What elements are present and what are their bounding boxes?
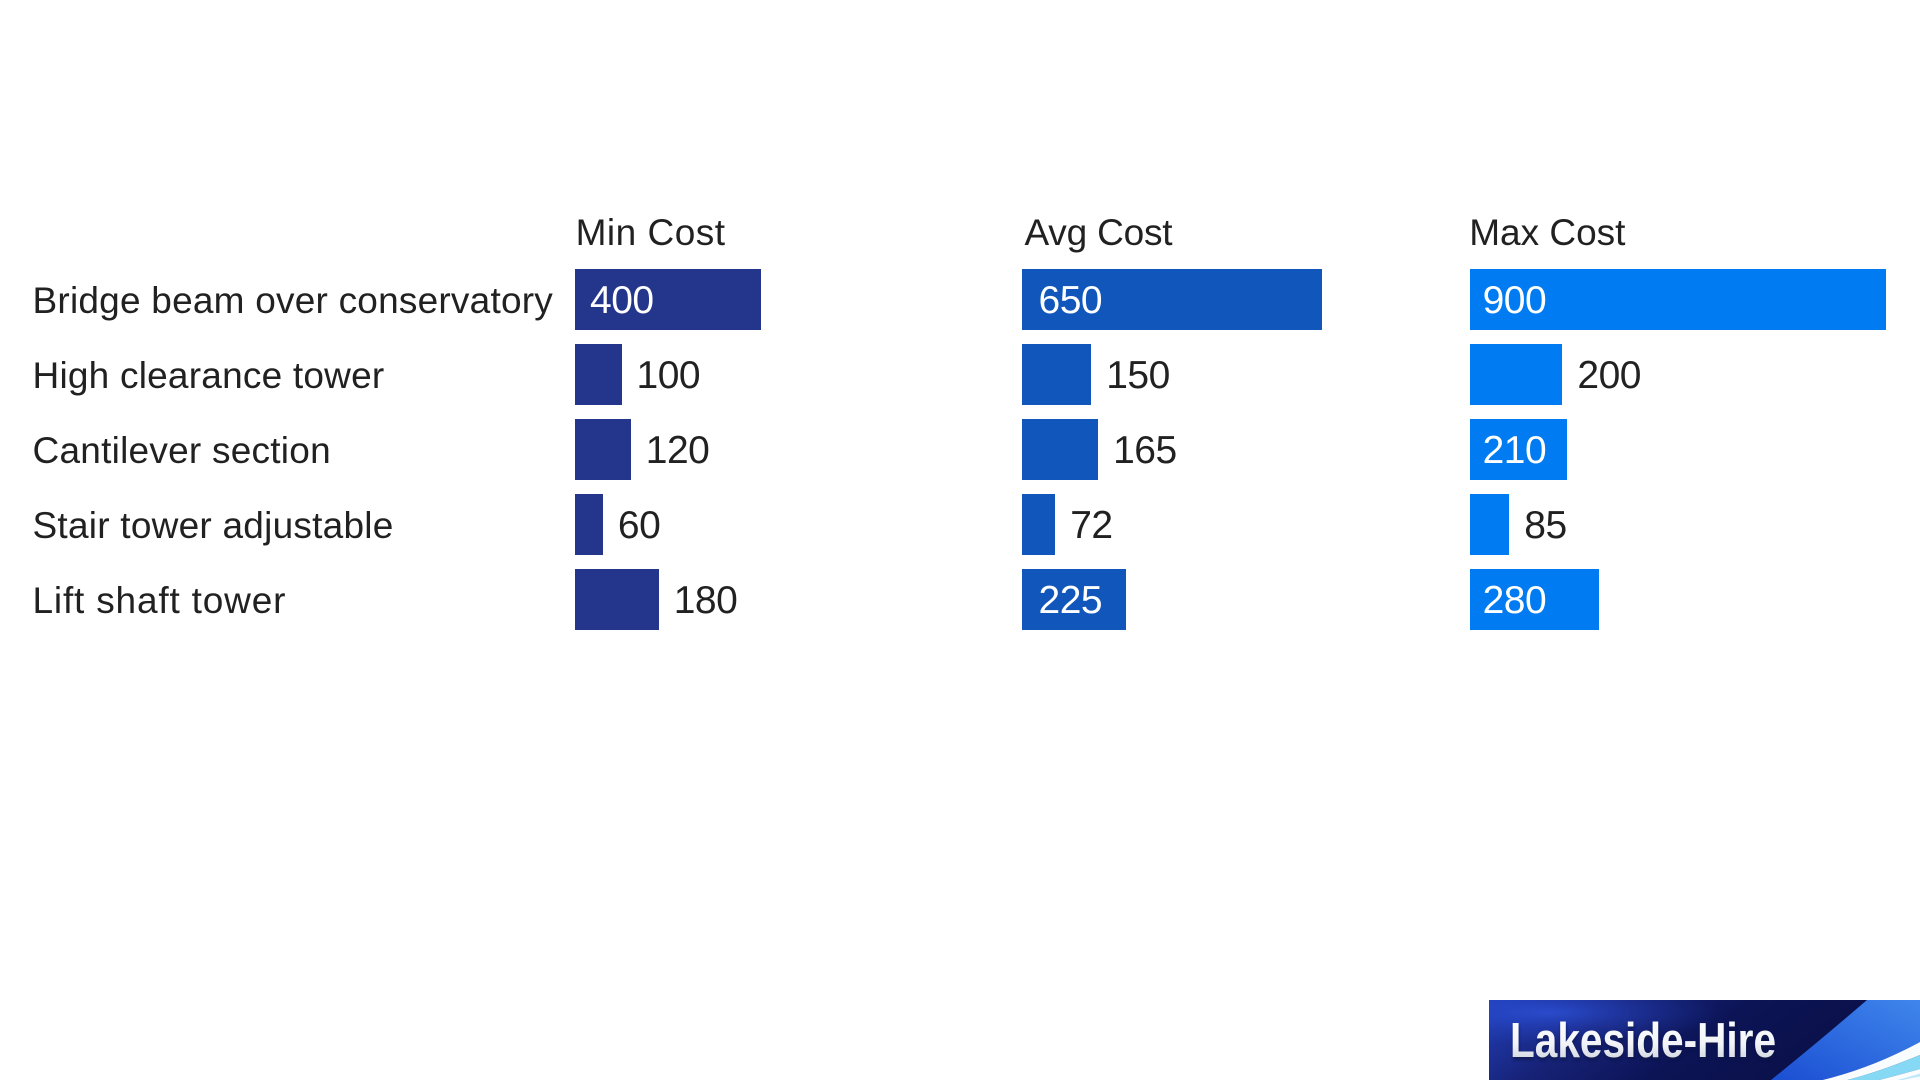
svg-text:Lakeside-Hire: Lakeside-Hire [1511, 1017, 1777, 1071]
svg-text:Lakeside-Hire: Lakeside-Hire [1510, 1014, 1776, 1068]
